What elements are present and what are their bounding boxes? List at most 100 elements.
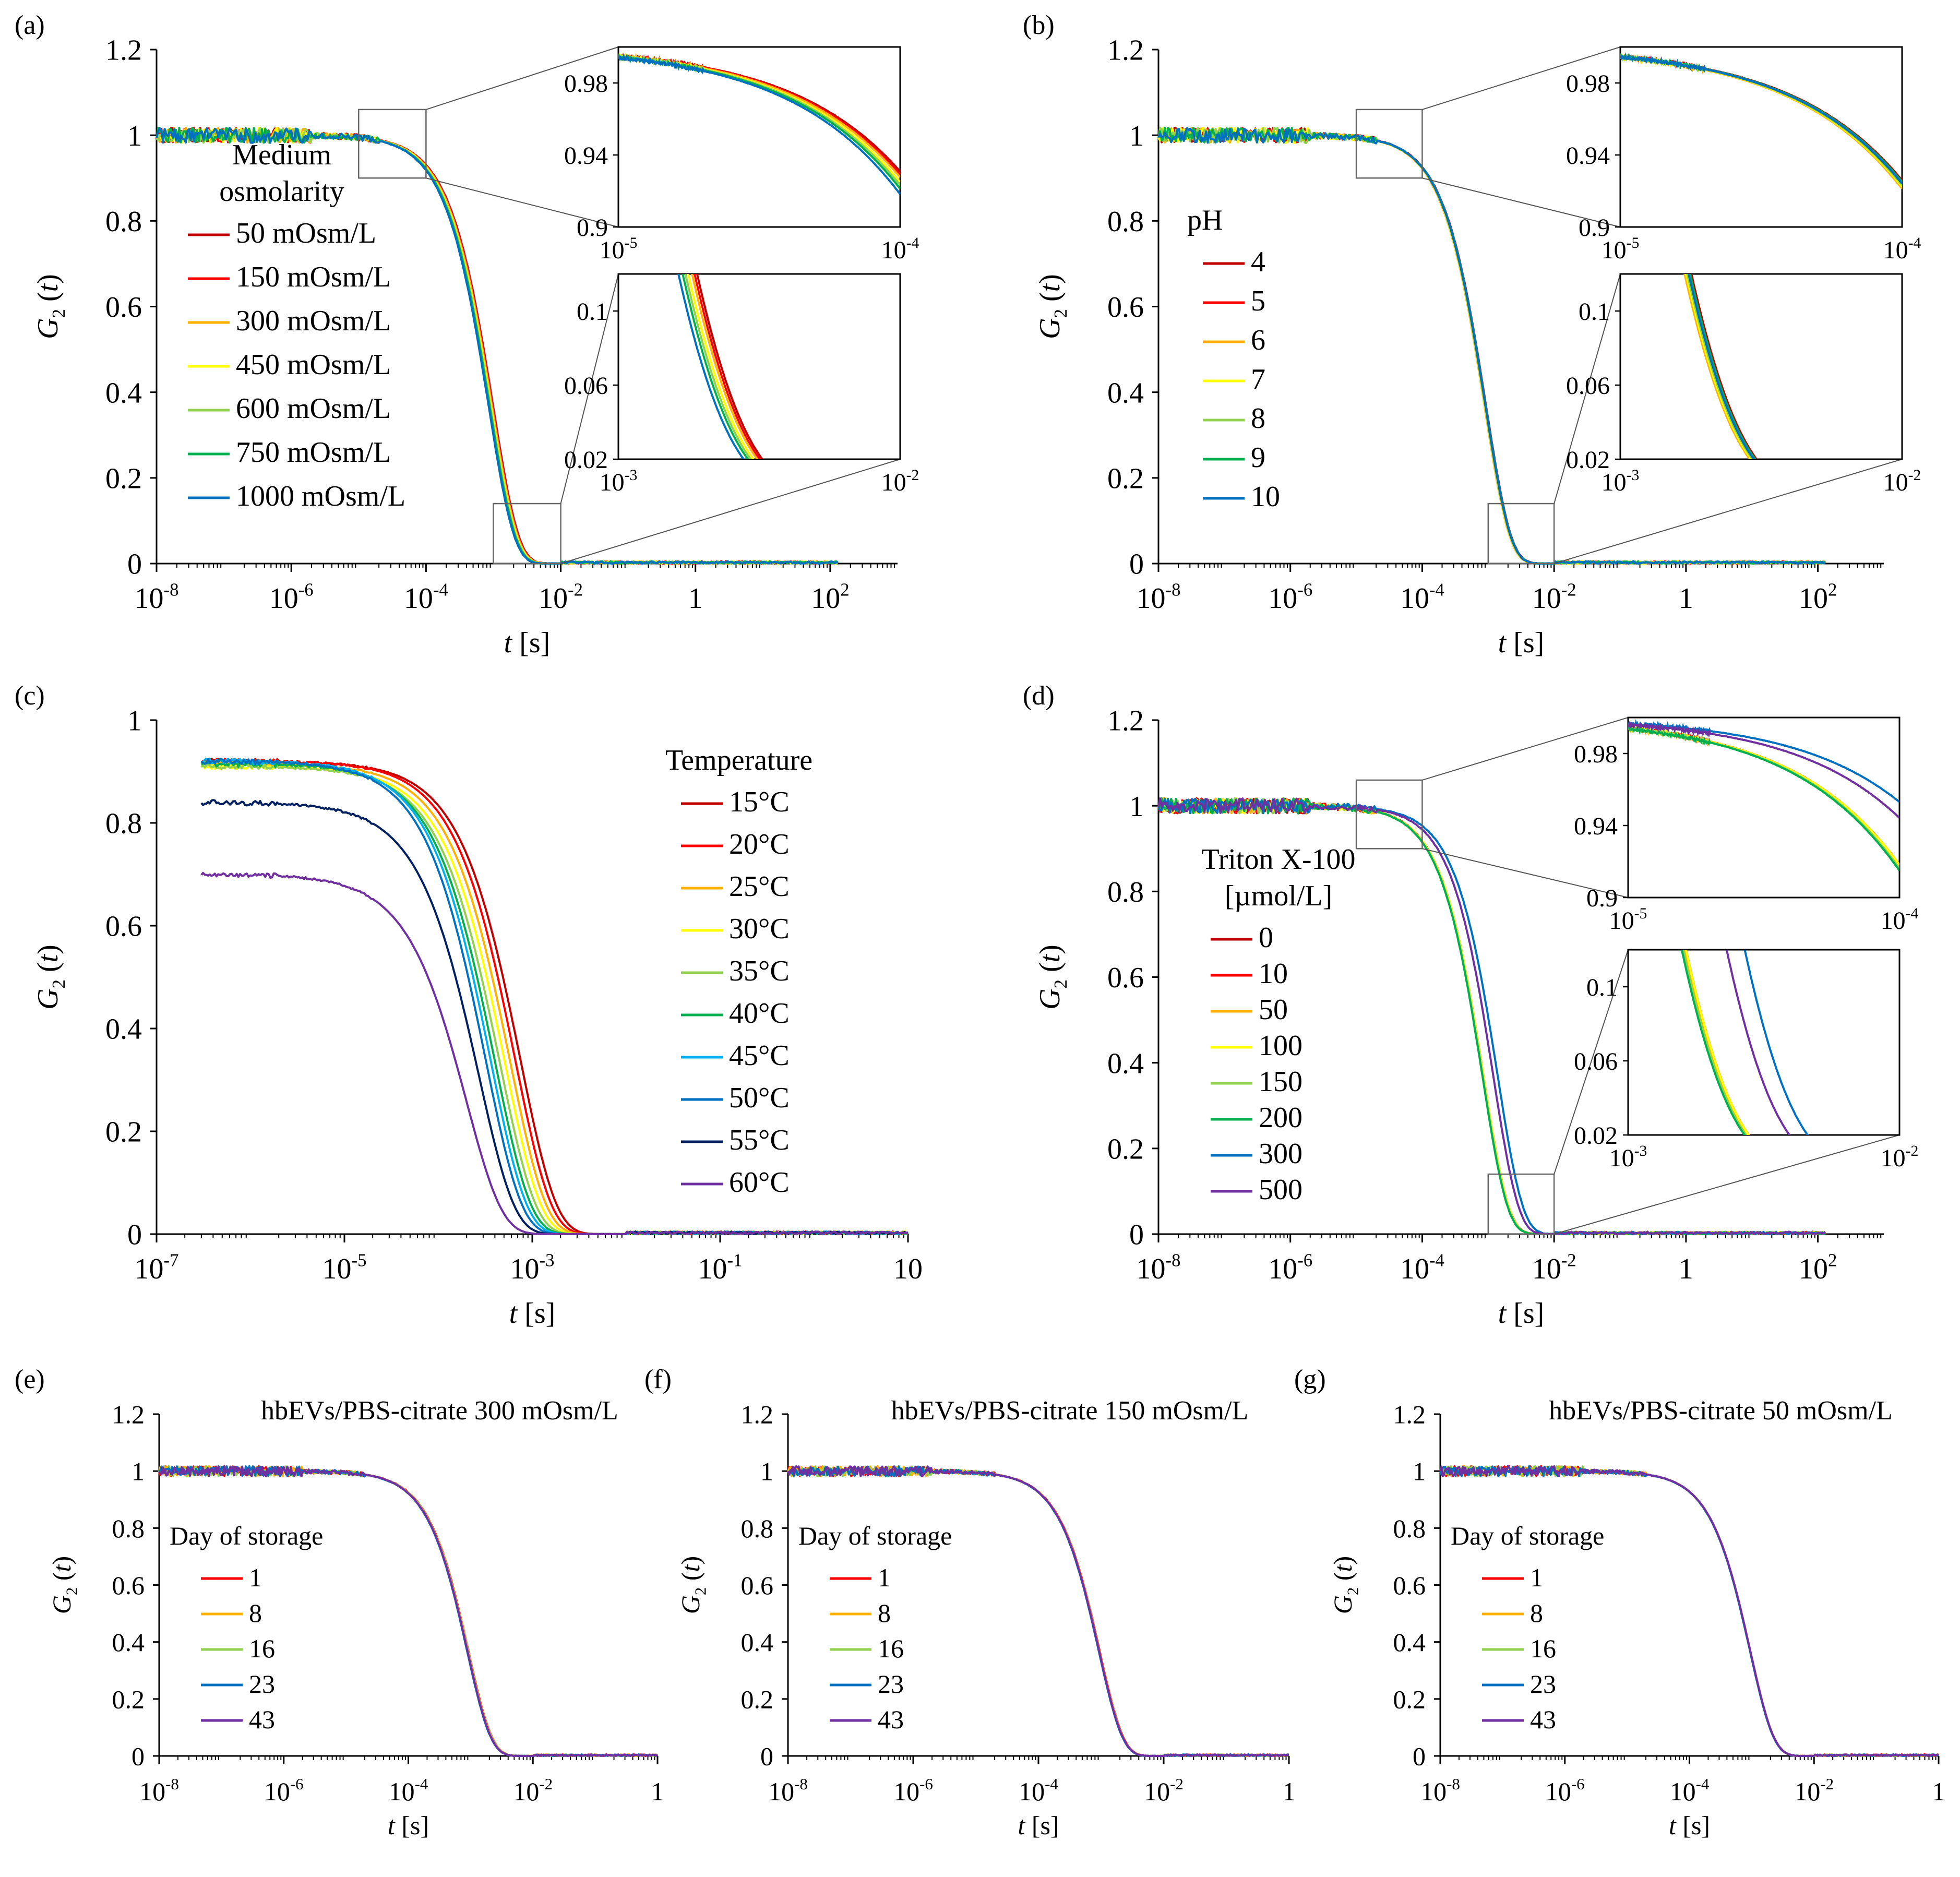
legend-title: Day of storage: [1451, 1521, 1604, 1550]
x-tick-label: 10-4: [1670, 1775, 1710, 1806]
x-tick-label: 10-6: [264, 1775, 304, 1806]
series-line-4: [200, 763, 909, 1235]
y-tick-label: 0.2: [1107, 462, 1144, 495]
chart-title: hbEVs/PBS-citrate 150 mOsm/L: [891, 1396, 1249, 1426]
legend-label: 500: [1259, 1174, 1302, 1206]
y-tick-label: 1.2: [1107, 705, 1144, 737]
y-tick-label: 1: [127, 120, 142, 152]
legend-label: 43: [249, 1705, 275, 1734]
series-line-8: [200, 799, 909, 1235]
legend-label: 750 mOsm/L: [236, 436, 391, 469]
legend-label: 10: [1259, 958, 1288, 990]
y-tick-label: 1.2: [741, 1400, 774, 1429]
legend-label: 35°C: [729, 955, 790, 987]
series-line-2: [787, 1465, 1290, 1757]
y-tick-label: 0.2: [1107, 1133, 1144, 1165]
inset-series: [618, 52, 900, 195]
x-tick-label: 10-8: [768, 1775, 808, 1806]
legend-label: 100: [1259, 1030, 1302, 1062]
x-tick-label: 102: [1799, 579, 1837, 615]
y-tick-label: 0.8: [105, 206, 142, 238]
inset-0: 0.9 0.94 0.98 10-5 10-4: [1355, 716, 1919, 935]
legend-label: 150 mOsm/L: [236, 261, 391, 293]
y-tick-label: 0.8: [1107, 206, 1144, 238]
legend-label: 16: [1530, 1634, 1556, 1663]
panel-label: (c): [15, 681, 45, 711]
y-tick-label: 0: [760, 1742, 773, 1771]
inset-0: 0.9 0.94 0.98 10-5 10-4: [358, 46, 919, 264]
y-tick-label: 1.2: [1393, 1400, 1426, 1429]
panel-b: (b) 0 0.2 0.4 0.6 0.8 1 1.2 10-8 10-6 10-4 10-2 1 102…: [1023, 10, 1921, 659]
legend-label: 1000 mOsm/L: [236, 480, 405, 512]
y-tick-label: 0: [127, 548, 142, 581]
series-line-0: [200, 758, 909, 1235]
x-tick-label: 10-6: [893, 1775, 933, 1806]
x-tick-label: 10-6: [1545, 1775, 1585, 1806]
legend-title: Temperature: [665, 744, 812, 776]
inset-series-line-1: [694, 274, 761, 459]
series-line-3: [158, 1465, 658, 1757]
inset-1: 0.02 0.06 0.1 10-3 10-2: [1487, 273, 1921, 565]
x-tick-label: 10-1: [698, 1250, 743, 1285]
panel-label: (g): [1294, 1365, 1326, 1394]
y-tick-label: 1: [1129, 791, 1144, 823]
y-tick-label: 0.6: [105, 291, 142, 324]
x-tick-label: 1: [1932, 1777, 1945, 1806]
legend-title: Day of storage: [798, 1521, 952, 1550]
y-tick-label: 0.8: [1107, 876, 1144, 908]
inset-x-tick-label: 10-5: [1602, 234, 1640, 264]
legend-title: Medium: [232, 139, 331, 171]
inset-x-tick-label: 10-4: [1881, 905, 1919, 935]
zoom-connector: [1553, 273, 1621, 504]
inset-series-line-0: [696, 274, 764, 459]
x-axis-label: t [s]: [1498, 627, 1545, 659]
inset-y-tick-label: 0.9: [1579, 214, 1610, 242]
y-axis-label: G2 (t): [32, 945, 69, 1010]
inset-y-tick-label: 0.94: [564, 142, 608, 170]
inset-1: 0.02 0.06 0.1 10-3 10-2: [493, 273, 919, 565]
zoom-box: [1487, 503, 1555, 565]
inset-frame: [1619, 273, 1903, 460]
y-tick-label: 0.2: [741, 1684, 774, 1714]
x-axis-label: t [s]: [1498, 1297, 1545, 1330]
legend-label: 45°C: [729, 1039, 790, 1072]
y-tick-label: 1: [127, 705, 142, 737]
series-line-6: [1157, 127, 1826, 565]
zoom-connector: [1422, 177, 1621, 228]
series-line-3: [1439, 1465, 1939, 1757]
inset-x-tick-label: 10-3: [600, 467, 638, 496]
series-line-0: [158, 1465, 659, 1757]
x-tick-label: 10-2: [1532, 579, 1576, 615]
inset-y-tick-label: 0.94: [1574, 812, 1618, 840]
x-axis-label: t [s]: [1018, 1811, 1059, 1840]
inset-series: [1628, 719, 1899, 871]
panel-label: (d): [1023, 681, 1055, 711]
x-tick-label: 102: [1799, 1250, 1837, 1285]
legend-label: 450 mOsm/L: [236, 349, 391, 381]
panel-label: (f): [644, 1365, 672, 1394]
zoom-connector: [560, 273, 619, 504]
inset-frame: [617, 46, 901, 228]
series-line-3: [787, 1465, 1289, 1757]
series-line-6: [201, 758, 909, 1235]
inset-series: [1620, 52, 1902, 189]
legend-label: 7: [1251, 363, 1265, 396]
inset-x-tick-label: 10-3: [1602, 467, 1640, 496]
inset-y-tick-label: 0.98: [1566, 70, 1610, 98]
inset-y-tick-label: 0.02: [564, 446, 608, 474]
y-tick-label: 1.2: [1107, 34, 1144, 67]
y-axis-label: G2 (t): [1328, 1556, 1362, 1614]
x-tick-label: 10-8: [1420, 1775, 1460, 1806]
y-tick-label: 0.6: [1107, 291, 1144, 324]
inset-y-tick-label: 0.1: [577, 298, 608, 326]
inset-y-tick-label: 0.1: [1586, 974, 1618, 1001]
inset-1: 0.02 0.06 0.1 10-3 10-2: [1487, 949, 1918, 1235]
legend-label: 16: [249, 1634, 275, 1663]
y-tick-label: 0.4: [1107, 1047, 1144, 1080]
inset-series: [1680, 950, 1809, 1135]
inset-y-tick-label: 0.98: [1574, 740, 1618, 768]
inset-y-tick-label: 0.1: [1579, 298, 1610, 326]
panel-c: (c) 0 0.2 0.4 0.6 0.8 1 10-7 10-5 10-3 10-1 10 t [s]…: [15, 681, 923, 1330]
panel-label: (e): [15, 1365, 45, 1394]
